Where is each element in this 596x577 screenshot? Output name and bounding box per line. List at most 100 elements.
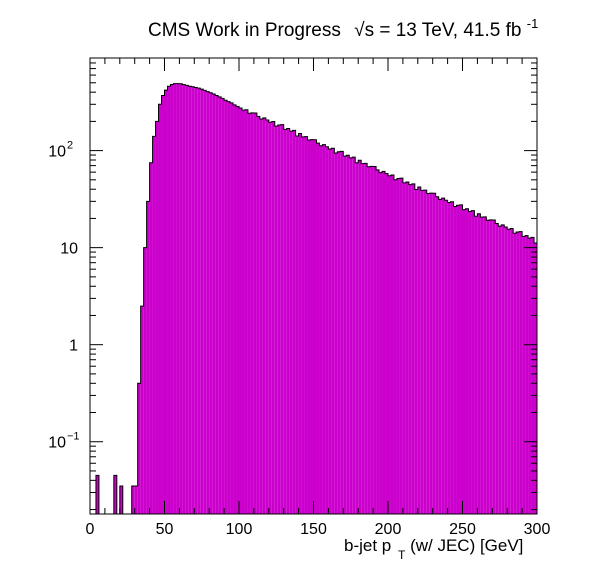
histogram-outline (90, 83, 538, 515)
histogram-bin (501, 224, 505, 514)
chart-title: CMS Work in Progress √s = 13 TeV, 41.5 f… (148, 16, 538, 41)
histogram-bars (95, 83, 537, 515)
histogram-bin (423, 190, 427, 514)
histogram-bin (522, 236, 526, 514)
histogram-bin (283, 129, 287, 514)
histogram-bin (241, 110, 245, 514)
histogram-bin (316, 143, 320, 514)
histogram-bin (247, 113, 251, 515)
x-axis-label-subscript: T (398, 548, 406, 562)
histogram-bin (176, 83, 180, 515)
histogram-bin (113, 475, 117, 514)
histogram-bin (370, 166, 374, 515)
histogram-bin (408, 184, 412, 514)
histogram-bin (504, 227, 508, 514)
histogram-bin (233, 104, 237, 515)
y-tick-label: 10 (48, 435, 66, 452)
histogram-bin (334, 152, 338, 514)
histogram-bin (388, 175, 391, 515)
histogram-bin (379, 172, 383, 515)
histogram-bin (361, 163, 365, 515)
histogram-bin (286, 128, 290, 514)
histogram-bin (322, 144, 326, 514)
histogram-bin (340, 151, 344, 514)
histogram-bin (185, 85, 189, 514)
histogram-bin (450, 201, 454, 514)
histogram-bin (534, 243, 537, 514)
histogram-bin (140, 306, 144, 514)
title-energy-exponent: -1 (527, 16, 539, 31)
histogram-bin (399, 178, 403, 514)
histogram-bin (396, 178, 400, 514)
histogram-bin (364, 163, 368, 514)
histogram-bin (256, 116, 260, 514)
histogram-bin (465, 208, 469, 515)
histogram-bin (188, 86, 192, 515)
histogram-bin (441, 198, 445, 514)
histogram-bin (358, 160, 362, 515)
histogram-bin (393, 179, 397, 514)
histogram-bin (414, 189, 418, 515)
histogram-bin (265, 120, 269, 515)
histogram-bin (319, 145, 323, 514)
histogram-bin (310, 139, 314, 514)
histogram-bin (447, 202, 451, 514)
histogram-bin (200, 89, 204, 515)
histogram-bin (131, 485, 135, 514)
histogram-bin (271, 121, 275, 514)
histogram-bin (349, 157, 353, 514)
histogram-bin (152, 136, 156, 514)
histogram-bin (459, 204, 463, 515)
histogram-bin (405, 182, 409, 514)
histogram-bin (274, 126, 278, 514)
histogram-bin (331, 148, 335, 514)
x-axis-label: b-jet p T (w/ JEC) [GeV] (344, 536, 523, 563)
histogram-bin (295, 135, 299, 514)
x-axis-label-suffix: (w/ JEC) [GeV] (410, 536, 523, 555)
histogram-bin (498, 226, 502, 514)
histogram-bin (313, 139, 317, 514)
histogram-bin (212, 94, 216, 515)
histogram-bin (173, 83, 177, 515)
histogram-bin (477, 213, 481, 514)
histogram-bin (227, 101, 231, 514)
histogram-bin (179, 83, 183, 514)
histogram-bin (513, 233, 517, 514)
histogram-bin (170, 84, 174, 514)
histogram-bin (367, 166, 371, 514)
histogram-bin (468, 211, 472, 514)
histogram-bin (510, 228, 514, 514)
histogram-bin (346, 155, 350, 514)
x-tick-label: 300 (524, 521, 551, 538)
histogram-bin (382, 171, 386, 515)
x-tick-label: 150 (300, 521, 327, 538)
histogram-bin (203, 90, 207, 514)
histogram-bin (239, 107, 242, 515)
histogram-bin (444, 200, 448, 515)
histogram-bin (531, 237, 535, 514)
histogram-bin (456, 205, 460, 514)
histogram-bin (230, 102, 234, 514)
histogram-bin (158, 104, 162, 515)
histogram-bin (385, 173, 388, 514)
histogram-bin (253, 113, 257, 514)
x-axis-ticks: 0 50 100 150 200 250 300 (86, 58, 551, 538)
y-tick-label: 10 (48, 144, 66, 161)
histogram-bin (182, 84, 186, 515)
histogram-bin (236, 106, 239, 515)
x-tick-label: 200 (375, 521, 402, 538)
x-tick-label: 100 (226, 521, 253, 538)
histogram-bin (355, 162, 359, 514)
histogram-bin (224, 100, 228, 514)
histogram-bin (325, 146, 329, 514)
histogram-bin (161, 95, 165, 515)
histogram-bin (149, 162, 153, 514)
histogram-bin (304, 136, 308, 515)
x-tick-label: 0 (86, 521, 95, 538)
histogram-bin (146, 201, 150, 514)
histogram-bin (191, 86, 195, 515)
histogram-bin (474, 216, 478, 514)
